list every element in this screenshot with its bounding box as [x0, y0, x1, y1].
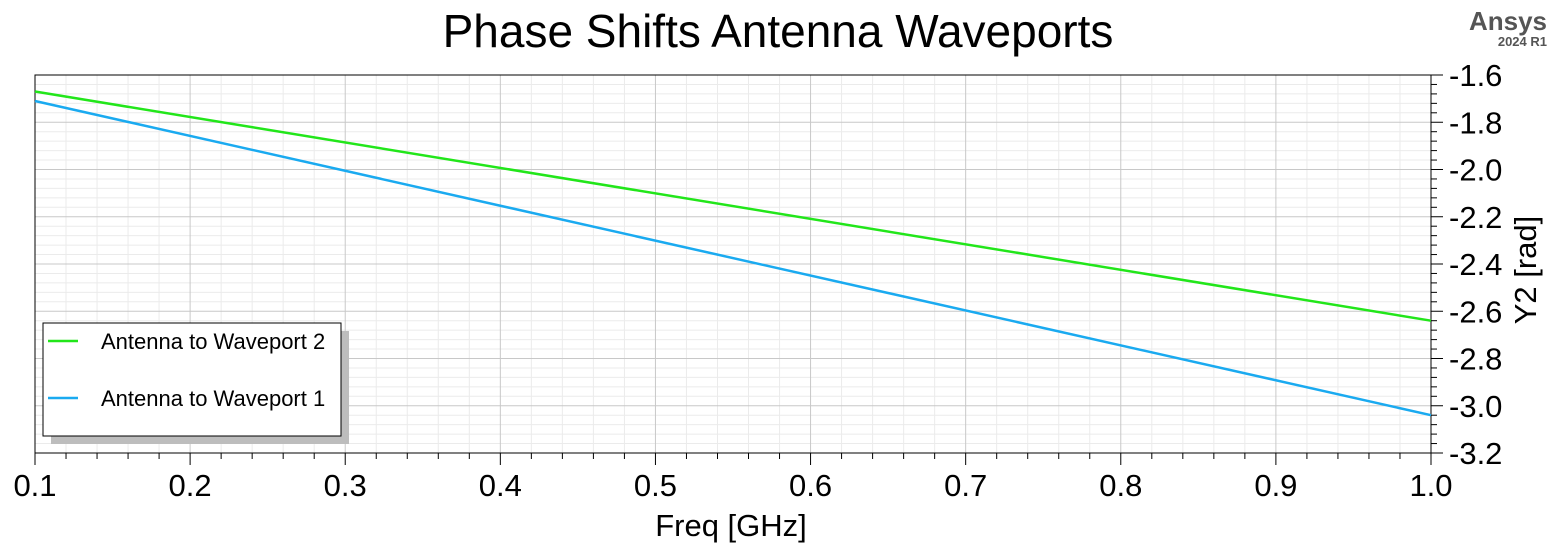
legend-box	[42, 322, 342, 437]
x-tick-label: 0.1	[13, 468, 56, 503]
series-line-waveport-2	[34, 90, 1432, 322]
x-tick-label: 0.7	[944, 468, 987, 503]
y-tick-label: -2.8	[1449, 342, 1502, 377]
y-tick-label: -1.6	[1449, 58, 1502, 93]
major-grid	[35, 75, 1431, 453]
series-lines	[34, 90, 1432, 417]
y-tick-labels: -1.6 -1.8 -2.0 -2.2 -2.4 -2.6 -2.8 -3.0 -3.2	[1449, 58, 1502, 471]
brand-version: 2024 R1	[1498, 34, 1547, 49]
y-axis-label: Y2 [rad]	[1508, 216, 1543, 325]
x-tick-label: 0.3	[324, 468, 367, 503]
chart-title: Phase Shifts Antenna Waveports	[443, 5, 1114, 57]
y-tick-label: -2.4	[1449, 247, 1502, 282]
x-tick-label: 1.0	[1409, 468, 1452, 503]
x-tick-label: 0.9	[1254, 468, 1297, 503]
x-tick-label: 0.5	[634, 468, 677, 503]
x-tick-label: 0.4	[479, 468, 522, 503]
y-tick-label: -1.8	[1449, 105, 1502, 140]
y-tick-label: -2.2	[1449, 200, 1502, 235]
x-tick-label: 0.6	[789, 468, 832, 503]
x-axis-label: Freq [GHz]	[655, 508, 807, 543]
y-tick-label: -2.6	[1449, 294, 1502, 329]
y-tick-label: -2.0	[1449, 153, 1502, 188]
y-tick-label: -3.2	[1449, 436, 1502, 471]
x-tick-labels: 0.1 0.2 0.3 0.4 0.5 0.6 0.7 0.8 0.9 1.0	[13, 468, 1452, 503]
legend-label-waveport-1: Antenna to Waveport 1	[101, 386, 325, 411]
y-tick-label: -3.0	[1449, 389, 1502, 424]
x-tick-label: 0.2	[169, 468, 212, 503]
axis-ticks	[34, 74, 1443, 465]
series-line-waveport-1	[34, 99, 1432, 417]
brand-name: Ansys	[1469, 6, 1547, 36]
x-tick-label: 0.8	[1099, 468, 1142, 503]
legend-label-waveport-2: Antenna to Waveport 2	[101, 329, 325, 354]
legend[interactable]: Antenna to Waveport 2 Antenna to Wavepor…	[42, 322, 349, 444]
